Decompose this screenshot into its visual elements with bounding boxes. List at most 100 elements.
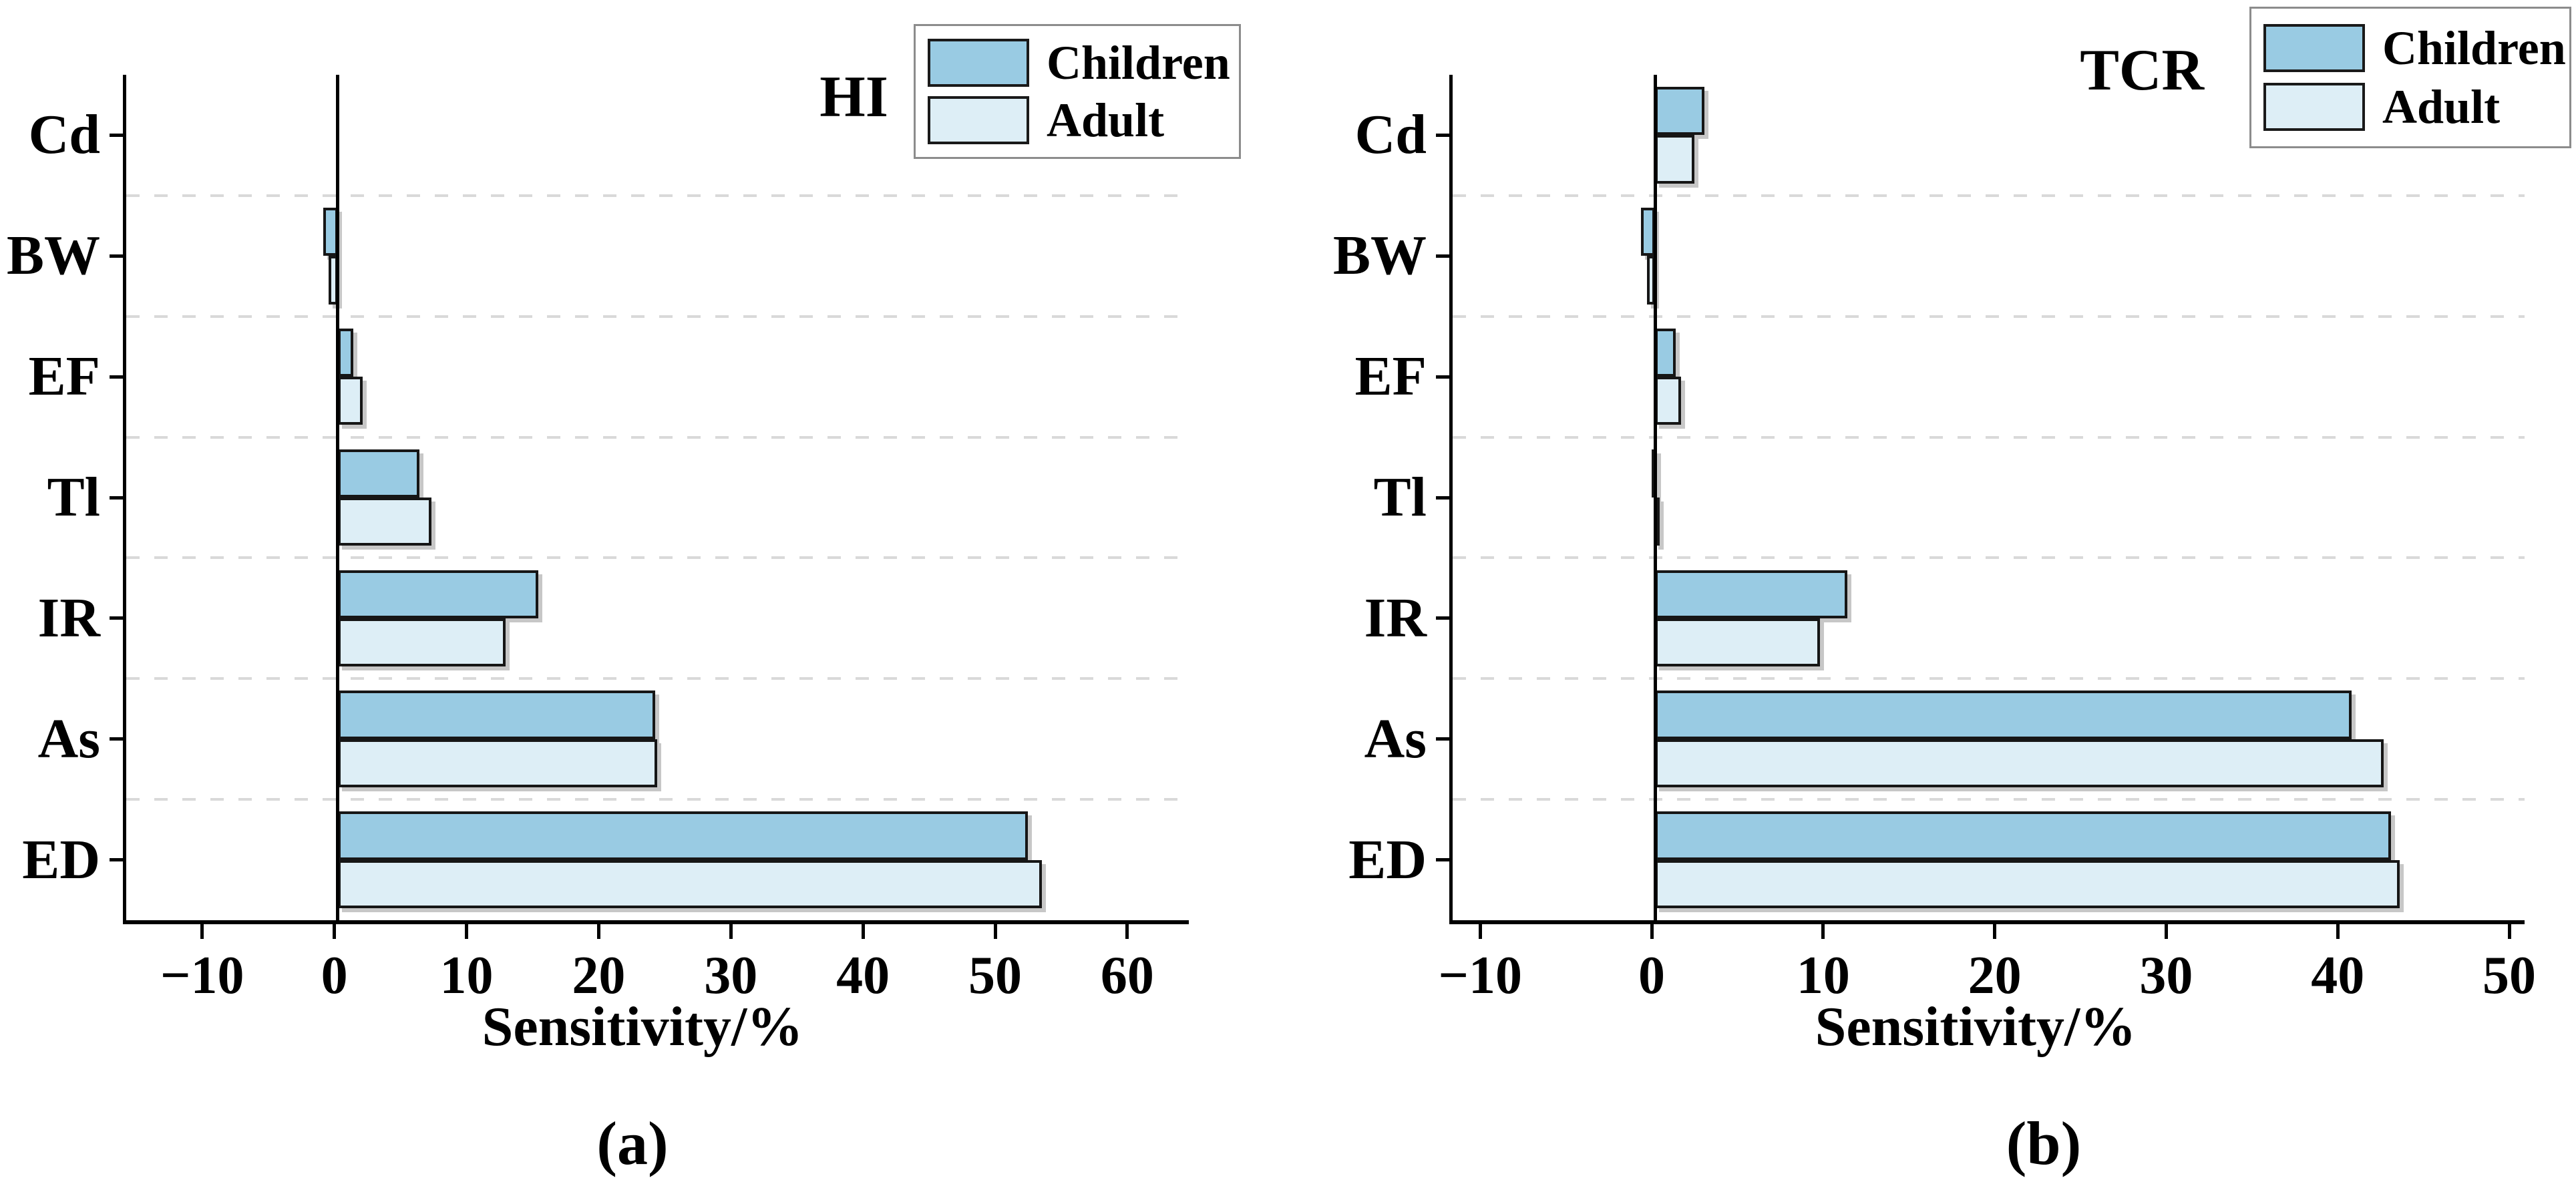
y-tick-mark xyxy=(110,133,123,137)
x-tick-mark xyxy=(1650,924,1654,939)
y-tick-mark xyxy=(1436,375,1449,379)
y-tick-mark xyxy=(110,375,123,379)
gridline xyxy=(126,677,1189,680)
zero-axis-line xyxy=(1653,75,1657,920)
x-tick-mark xyxy=(2336,924,2340,939)
bar-adult-cd xyxy=(1655,135,1695,184)
y-tick-mark xyxy=(1436,133,1449,137)
gridline xyxy=(126,556,1189,560)
legend-label-children: Children xyxy=(2382,21,2566,75)
x-tick-mark xyxy=(200,924,204,939)
legend-item-adult: Adult xyxy=(928,93,1227,147)
bar-children-ef xyxy=(1655,328,1676,377)
x-tick-label: 0 xyxy=(321,946,348,1005)
y-tick-mark xyxy=(1436,858,1449,862)
bar-adult-bw xyxy=(328,256,338,305)
gridline xyxy=(1453,556,2525,560)
y-tick-mark xyxy=(1436,737,1449,741)
x-tick-label: 30 xyxy=(2139,946,2193,1005)
x-tick-mark xyxy=(1993,924,1997,939)
y-axis-label-ed: ED xyxy=(22,828,100,891)
x-tick-mark xyxy=(465,924,468,939)
gridline xyxy=(126,435,1189,439)
bar-children-ed xyxy=(1655,811,2391,860)
x-tick-label: 30 xyxy=(704,946,758,1005)
x-tick-mark xyxy=(333,924,337,939)
gridline xyxy=(1453,798,2525,801)
legend-swatch-children xyxy=(928,39,1029,87)
x-tick-label: 10 xyxy=(1796,946,1850,1005)
y-tick-mark xyxy=(110,616,123,620)
x-tick-label: 20 xyxy=(572,946,626,1005)
legend-item-adult: Adult xyxy=(2263,80,2557,134)
y-axis-label-ir: IR xyxy=(1364,586,1427,649)
plot-area-tcr xyxy=(1449,75,2525,924)
y-axis-label-ef: EF xyxy=(1354,345,1427,408)
y-tick-mark xyxy=(1436,496,1449,500)
bar-adult-ef xyxy=(1655,377,1681,425)
legend-swatch-adult xyxy=(2263,83,2365,132)
bar-adult-ed xyxy=(1655,859,2400,908)
y-axis-label-cd: Cd xyxy=(1354,104,1427,166)
bar-adult-ef xyxy=(337,377,363,425)
bar-children-as xyxy=(337,691,655,739)
x-tick-label: 50 xyxy=(2482,946,2537,1005)
y-axis-label-bw: BW xyxy=(6,224,100,287)
x-axis-title-hi: Sensitivity/% xyxy=(482,996,803,1058)
bar-adult-as xyxy=(1655,739,2384,788)
legend-hi: Children Adult xyxy=(914,24,1241,159)
x-tick-mark xyxy=(1125,924,1129,939)
legend-label-adult: Adult xyxy=(1047,93,1165,147)
bar-children-ef xyxy=(337,328,354,377)
y-axis-label-cd: Cd xyxy=(28,104,100,166)
x-axis-title-tcr: Sensitivity/% xyxy=(1815,996,2137,1058)
y-axis-label-ir: IR xyxy=(37,586,100,649)
bar-adult-tl xyxy=(1654,498,1660,546)
x-tick-mark xyxy=(861,924,865,939)
x-tick-mark xyxy=(993,924,997,939)
legend-item-children: Children xyxy=(928,36,1230,90)
panel-title-hi: HI xyxy=(819,65,888,130)
x-tick-mark xyxy=(2507,924,2511,939)
legend-label-adult: Adult xyxy=(2382,80,2501,134)
y-axis-label-tl: Tl xyxy=(47,466,100,528)
x-tick-label: −10 xyxy=(160,946,244,1005)
gridline xyxy=(1453,677,2525,680)
zero-axis-line xyxy=(336,75,340,920)
y-axis-label-ed: ED xyxy=(1348,828,1427,891)
legend-tcr: Children Adult xyxy=(2249,7,2571,148)
bar-children-tl xyxy=(1651,449,1657,498)
x-tick-mark xyxy=(1478,924,1482,939)
x-tick-label: 20 xyxy=(1968,946,2022,1005)
bar-children-as xyxy=(1655,691,2352,739)
bar-children-bw xyxy=(1641,207,1655,256)
caption-b: (b) xyxy=(2006,1109,2082,1177)
y-tick-mark xyxy=(110,496,123,500)
y-tick-mark xyxy=(1436,254,1449,258)
bar-adult-ir xyxy=(337,618,506,667)
x-tick-label: 50 xyxy=(968,946,1023,1005)
y-tick-mark xyxy=(110,737,123,741)
gridline xyxy=(126,798,1189,801)
bar-adult-as xyxy=(337,739,658,788)
x-tick-mark xyxy=(729,924,733,939)
legend-item-children: Children xyxy=(2263,21,2566,75)
x-tick-label: 40 xyxy=(2311,946,2365,1005)
gridline xyxy=(126,315,1189,318)
bar-adult-bw xyxy=(1647,256,1655,305)
x-tick-label: −10 xyxy=(1438,946,1523,1005)
legend-swatch-children xyxy=(2263,23,2365,72)
x-tick-mark xyxy=(596,924,600,939)
y-axis-label-as: As xyxy=(1364,707,1427,770)
plot-area-hi xyxy=(123,75,1189,924)
legend-label-children: Children xyxy=(1047,36,1230,90)
caption-a: (a) xyxy=(596,1109,669,1177)
bar-children-bw xyxy=(323,207,338,256)
gridline xyxy=(1453,315,2525,318)
bar-children-ir xyxy=(337,570,539,618)
bar-children-ed xyxy=(337,811,1028,860)
x-tick-label: 60 xyxy=(1100,946,1154,1005)
legend-swatch-adult xyxy=(928,95,1029,144)
